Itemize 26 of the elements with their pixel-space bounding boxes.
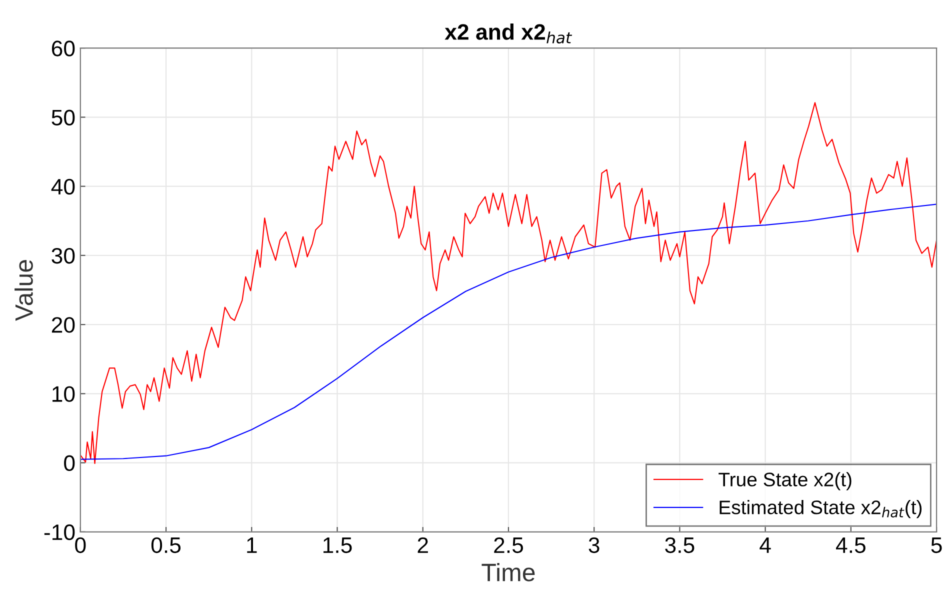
y-tick-label: 20 [52, 317, 75, 333]
x-tick-label: 2 [418, 537, 428, 553]
y-tick-label: 10 [52, 386, 75, 402]
x-axis-title: Time [482, 563, 535, 582]
y-tick-label: 50 [52, 110, 75, 126]
y-tick-label: 40 [51, 178, 75, 195]
x-tick-label: 3.5 [665, 537, 694, 554]
x-tick-label: 4.5 [836, 538, 866, 554]
x-tick-label: 5 [931, 538, 942, 554]
legend-label: True State x2(t) [718, 472, 852, 490]
x-tick-label: 3 [588, 537, 600, 554]
line-series [80, 102, 937, 464]
y-axis-title: Value [14, 260, 33, 321]
x-tick-label: 2.5 [494, 537, 523, 554]
line-series [80, 204, 937, 460]
y-tick-label: 30 [52, 248, 75, 264]
x-tick-label: 4 [760, 538, 771, 553]
legend-label: Estimated State x2$_{hat}$(t) [720, 500, 922, 518]
y-tick-label: -10 [44, 524, 75, 540]
x-tick-label: 1 [247, 538, 257, 553]
y-tick-label: 60 [52, 40, 75, 56]
x-tick-label: 1.5 [324, 538, 352, 554]
x-tick-label: 0.5 [151, 537, 181, 554]
y-tick-label: 0 [64, 455, 75, 472]
chart-title: x2 and x2$_{hat}$ [444, 24, 572, 44]
x-tick-label: 0 [75, 537, 86, 554]
